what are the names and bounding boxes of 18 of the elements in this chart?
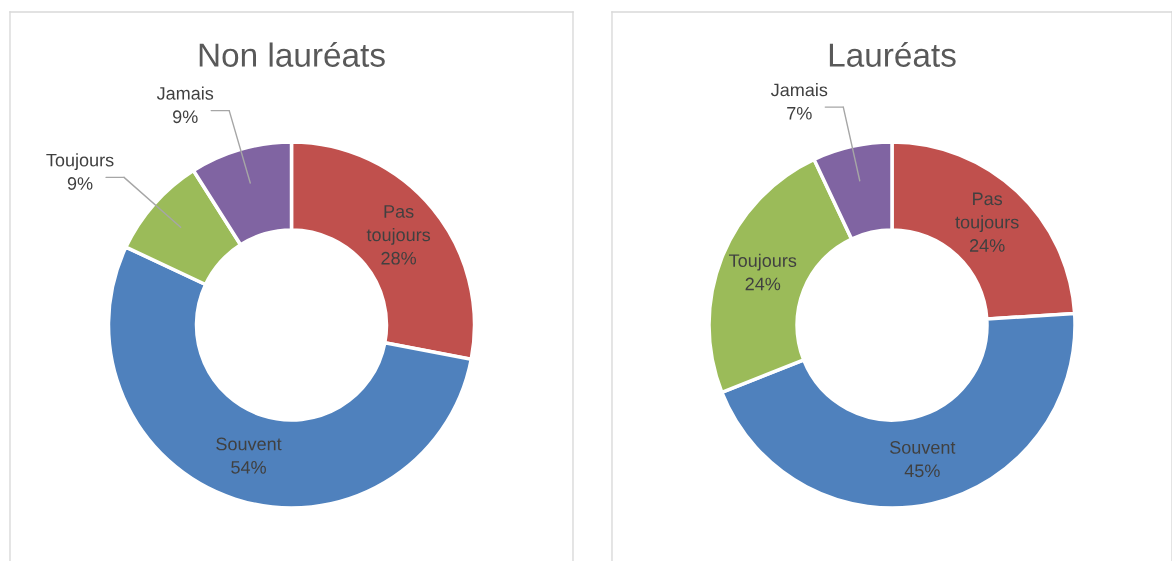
slice-label: Jamais [156, 86, 214, 100]
slice-label: Souvent [216, 437, 282, 451]
data-label: 28% [381, 251, 417, 265]
data-label: 54% [231, 461, 266, 474]
slice-label: Pas toujours [366, 205, 431, 245]
slice-label: Souvent [890, 441, 956, 454]
slice-label: Pas toujours [955, 192, 1019, 233]
data-label: 45% [904, 464, 940, 478]
slice-label: Toujours [46, 153, 114, 171]
chart-title: Lauréats [829, 42, 956, 67]
data-label: 24% [745, 277, 781, 291]
data-label: 7% [787, 106, 812, 120]
data-label: 9% [67, 177, 93, 190]
data-label: 9% [173, 110, 198, 124]
slice-label: Jamais [770, 83, 828, 97]
data-label: 24% [969, 239, 1005, 252]
slice-label: Toujours [729, 253, 797, 271]
chart-title: Non lauréats [199, 42, 385, 67]
